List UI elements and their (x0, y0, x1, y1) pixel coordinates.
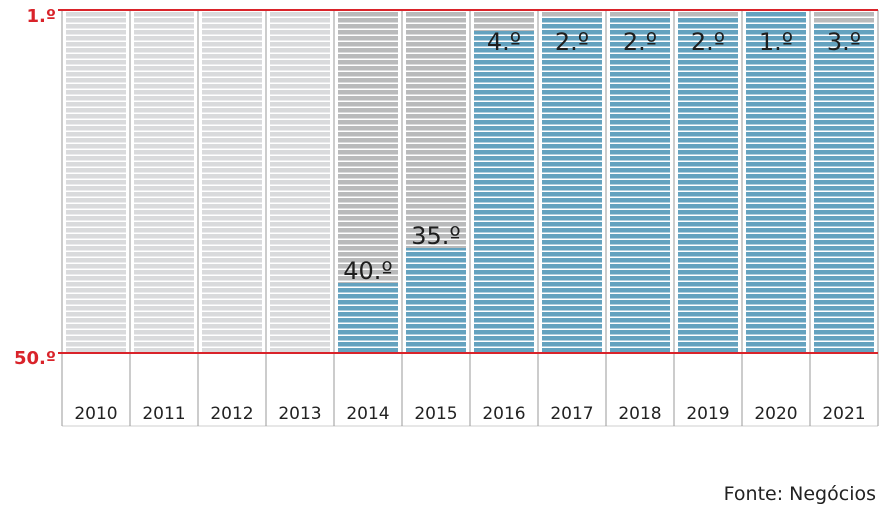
y-axis-bottom-label: 50.º (14, 348, 56, 369)
y-axis-top-label: 1.º (26, 6, 56, 27)
bar-stripes-2014 (338, 283, 398, 353)
year-label-2018: 2018 (618, 404, 661, 424)
year-label-2019: 2019 (686, 404, 729, 424)
value-label-2014: 40.º (343, 257, 392, 285)
value-label-2015: 35.º (411, 222, 460, 250)
source-label: Fonte: Negócios (723, 483, 876, 505)
year-label-2017: 2017 (550, 404, 593, 424)
year-label-2010: 2010 (74, 404, 117, 424)
year-label-2020: 2020 (754, 404, 797, 424)
bar-stripes-2017 (542, 17, 602, 353)
year-label-2016: 2016 (482, 404, 525, 424)
bar-stripes-2020 (746, 10, 806, 353)
bar-background-stripes-2011 (134, 10, 194, 353)
value-label-2017: 2.º (555, 28, 589, 56)
year-label-2014: 2014 (346, 404, 389, 424)
year-label-2011: 2011 (142, 404, 185, 424)
value-label-2021: 3.º (827, 28, 861, 56)
year-label-2015: 2015 (414, 404, 457, 424)
value-label-2020: 1.º (759, 28, 793, 56)
bar-background-stripes-2010 (66, 10, 126, 353)
bar-stripes-2016 (474, 31, 534, 353)
value-label-2018: 2.º (623, 28, 657, 56)
bar-stripes-2019 (678, 17, 738, 353)
bar-stripes-2021 (814, 24, 874, 353)
year-label-2021: 2021 (822, 404, 865, 424)
ranking-bar-chart: 2010 2011 2012 2013 40.º 2014 35.º 2015 4.º 2016 2… (14, 6, 879, 427)
bar-background-stripes-2012 (202, 10, 262, 353)
year-label-2012: 2012 (210, 404, 253, 424)
year-label-2013: 2013 (278, 404, 321, 424)
bar-stripes-2018 (610, 17, 670, 353)
bar-background-stripes-2013 (270, 10, 330, 353)
value-label-2016: 4.º (487, 28, 521, 56)
value-label-2019: 2.º (691, 28, 725, 56)
bar-stripes-2015 (406, 248, 466, 353)
